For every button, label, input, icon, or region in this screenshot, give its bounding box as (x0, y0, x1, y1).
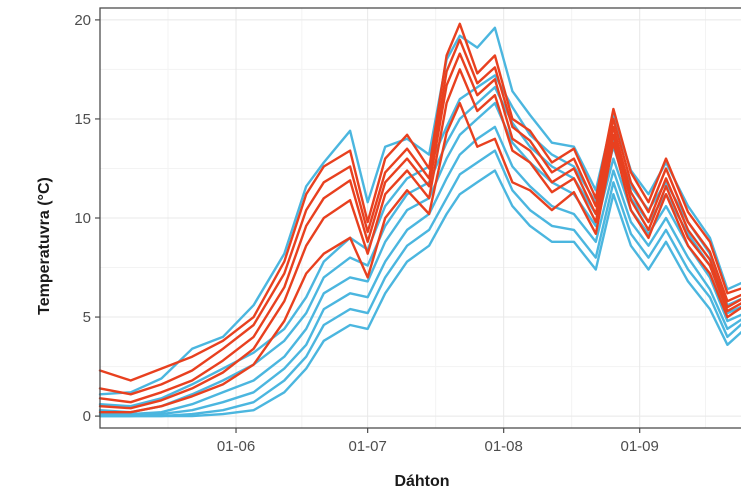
blue-series-line (98, 101, 741, 416)
red-series-line (98, 22, 741, 382)
x-axis-title: Dáhton (394, 473, 449, 490)
red-series-line (98, 38, 741, 396)
y-tick-label: 15 (74, 111, 91, 128)
x-tick-label: 01-09 (621, 438, 659, 455)
axes: 0 5 10 15 20 01-06 01-07 01-08 01-09 (74, 12, 659, 455)
y-axis-title: Temperatuvra (°C) (36, 177, 53, 315)
blue-series-line (98, 26, 741, 396)
blue-series-line (98, 169, 741, 418)
blue-series-line (98, 149, 741, 418)
red-series-line (98, 68, 741, 410)
y-tick-label: 5 (83, 309, 91, 326)
x-tick-label: 01-06 (217, 438, 255, 455)
blue-series-line (98, 125, 741, 418)
x-tick-label: 01-08 (484, 438, 522, 455)
blue-series-line (98, 86, 741, 414)
red-series-line (98, 52, 741, 404)
series-lines (98, 22, 741, 418)
red-series-line (98, 101, 741, 414)
y-tick-label: 10 (74, 210, 91, 227)
x-tick-label: 01-07 (348, 438, 386, 455)
grid (100, 8, 741, 428)
y-tick-label: 0 (83, 408, 91, 425)
y-tick-label: 20 (74, 12, 91, 29)
